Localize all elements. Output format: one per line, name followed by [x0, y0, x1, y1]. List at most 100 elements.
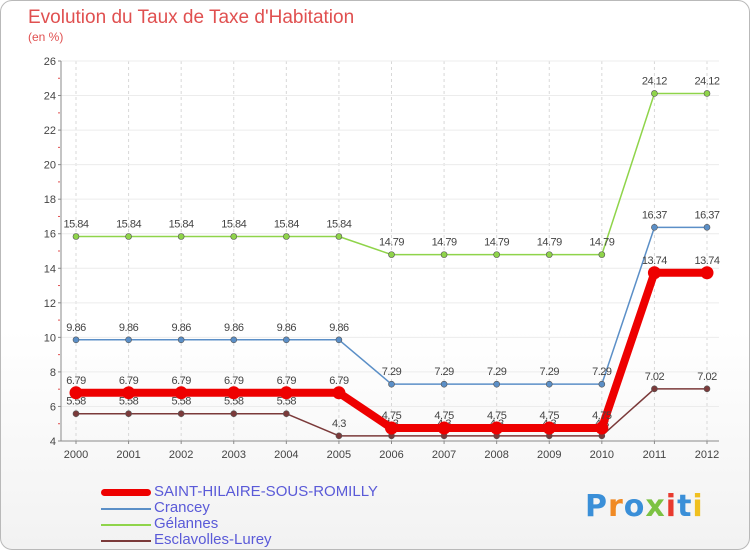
- data-label: 15.84: [169, 218, 194, 230]
- x-tick-label: 2010: [590, 449, 614, 461]
- x-tick-label: 2001: [116, 449, 140, 461]
- y-tick-label: 24: [44, 91, 56, 103]
- data-label: 6.79: [171, 375, 191, 387]
- data-point: [335, 336, 343, 344]
- y-tick-label: 14: [44, 263, 56, 275]
- data-label: 15.84: [221, 218, 246, 230]
- x-tick-label: 2003: [222, 449, 246, 461]
- logo-letter: r: [608, 489, 624, 524]
- y-tick-label: 8: [50, 367, 56, 379]
- data-point: [72, 233, 80, 240]
- y-unit-label: (en %): [28, 30, 64, 44]
- data-point: [598, 380, 606, 388]
- data-point: [651, 224, 658, 231]
- y-tick-label: 10: [44, 332, 56, 344]
- data-label: 15.84: [63, 218, 88, 230]
- x-tick-label: 2007: [432, 449, 456, 461]
- logo-letter: t: [677, 489, 693, 524]
- y-tick-label: 18: [44, 194, 56, 206]
- x-tick-label: 2004: [274, 449, 298, 461]
- legend-label-crancey: Crancey: [154, 499, 210, 516]
- data-label: 24.12: [642, 75, 667, 87]
- logo-letter: i: [692, 489, 704, 524]
- data-label: 4.75: [592, 410, 612, 422]
- data-point: [69, 386, 83, 400]
- data-point: [651, 90, 658, 97]
- legend-swatch-crancey: [101, 508, 151, 510]
- data-point: [545, 380, 553, 388]
- data-point: [332, 386, 346, 400]
- x-tick-label: 2011: [643, 449, 667, 461]
- data-label: 9.86: [119, 322, 139, 334]
- logo-letter: o: [623, 489, 646, 524]
- legend-item-crancey: Crancey: [101, 500, 421, 516]
- data-point: [230, 233, 238, 240]
- legend-label-esclavolles-lurey: Esclavolles-Lurey: [154, 531, 272, 548]
- legend-swatch-gelannes: [101, 524, 151, 526]
- data-point: [493, 380, 500, 388]
- data-point: [703, 385, 711, 393]
- y-tick-label: 6: [50, 401, 56, 413]
- data-point: [283, 233, 290, 240]
- data-point: [125, 233, 132, 240]
- data-label: 7.29: [487, 366, 507, 378]
- data-label: 5.58: [224, 396, 244, 408]
- data-point: [703, 90, 711, 97]
- data-point: [125, 336, 132, 344]
- data-label: 15.84: [326, 218, 351, 230]
- x-tick-label: 2000: [64, 449, 88, 461]
- data-label: 14.79: [537, 237, 562, 249]
- data-point: [490, 421, 504, 435]
- data-point: [283, 410, 290, 418]
- data-label: 4.3: [332, 418, 346, 430]
- data-point: [283, 336, 290, 344]
- data-label: 14.79: [589, 237, 614, 249]
- data-point: [279, 386, 293, 400]
- y-tick-label: 26: [44, 56, 56, 68]
- logo-letter: P: [585, 489, 608, 524]
- data-point: [230, 336, 238, 344]
- data-point: [440, 380, 448, 388]
- data-label: 6.79: [329, 375, 349, 387]
- data-label: 14.79: [484, 237, 509, 249]
- data-point: [595, 421, 609, 435]
- legend-item-esclavolles-lurey: Esclavolles-Lurey: [101, 532, 421, 548]
- data-point: [230, 410, 238, 418]
- data-point: [72, 410, 80, 418]
- legend-label-saint-hilaire: SAINT-HILAIRE-SOUS-ROMILLY: [154, 483, 378, 500]
- data-label: 7.02: [645, 371, 665, 383]
- x-tick-label: 2002: [169, 449, 193, 461]
- x-tick-label: 2009: [537, 449, 561, 461]
- data-point: [703, 224, 711, 231]
- data-label: 15.84: [274, 218, 299, 230]
- data-label: 9.86: [224, 322, 244, 334]
- y-tick-label: 22: [44, 125, 56, 137]
- series-line: [76, 226, 707, 385]
- y-tick-label: 16: [44, 229, 56, 241]
- data-label: 7.29: [540, 366, 560, 378]
- data-point: [440, 251, 448, 258]
- x-tick-label: 2006: [379, 449, 403, 461]
- data-label: 6.79: [119, 375, 139, 387]
- data-point: [174, 386, 188, 400]
- data-point: [542, 421, 556, 435]
- logo-letter: i: [665, 489, 678, 524]
- data-label: 14.79: [379, 237, 404, 249]
- data-point: [437, 421, 451, 435]
- data-label: 5.58: [171, 396, 191, 408]
- legend-swatch-saint-hilaire: [101, 489, 151, 496]
- data-point: [72, 336, 80, 344]
- data-label: 5.58: [66, 396, 86, 408]
- data-point: [385, 421, 398, 435]
- data-point: [545, 251, 553, 258]
- x-tick-label: 2012: [695, 449, 719, 461]
- data-point: [647, 266, 661, 280]
- data-label: 7.29: [382, 366, 402, 378]
- data-label: 7.29: [434, 366, 454, 378]
- data-label: 13.74: [642, 255, 667, 267]
- legend-item-saint-hilaire: SAINT-HILAIRE-SOUS-ROMILLY: [101, 484, 421, 500]
- legend-label-gelannes: Gélannes: [154, 515, 219, 532]
- data-point: [122, 386, 136, 400]
- data-label: 7.02: [697, 371, 717, 383]
